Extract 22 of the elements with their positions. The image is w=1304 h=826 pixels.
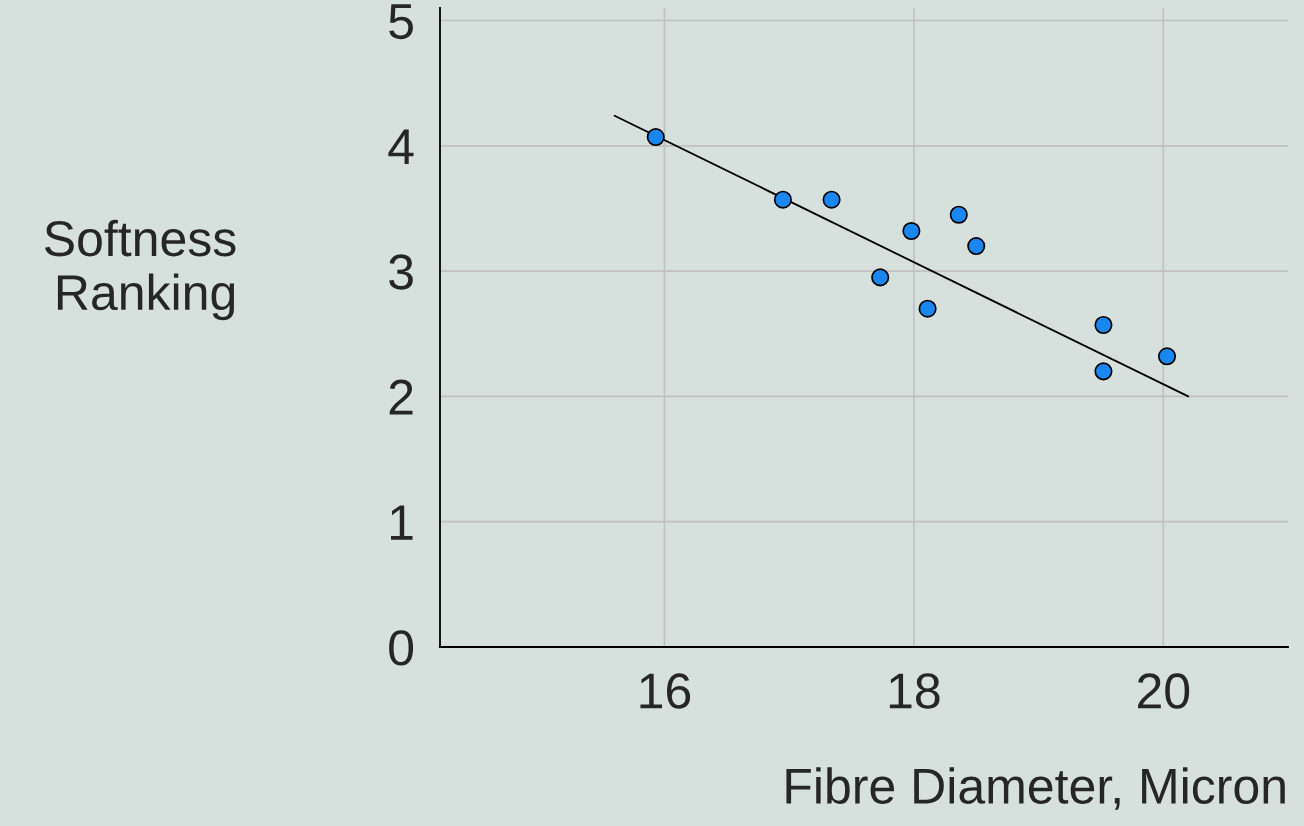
x-axis-title: Fibre Diameter, Micron <box>786 767 1285 810</box>
y-tick-label: 5 <box>389 4 413 40</box>
point <box>902 221 921 241</box>
point <box>646 128 665 147</box>
point <box>1094 362 1113 381</box>
point <box>1094 315 1113 335</box>
y-tick-label: 4 <box>388 129 414 164</box>
y-tick-label: 3 <box>389 254 413 290</box>
y-tick-label: 1 <box>391 505 413 540</box>
point <box>949 205 968 224</box>
x-tick-label: 18 <box>889 673 940 709</box>
point <box>918 299 937 318</box>
y-tick-label: 0 <box>389 630 414 666</box>
point <box>871 268 890 287</box>
x-tick-label: 20 <box>1138 673 1190 709</box>
point <box>967 237 986 256</box>
y-axis-title: Softness Ranking <box>45 219 236 321</box>
point <box>822 190 841 209</box>
y-tick-label: 2 <box>389 379 413 415</box>
point <box>773 190 792 209</box>
point <box>1157 347 1177 366</box>
x-tick-label: 16 <box>640 673 691 709</box>
